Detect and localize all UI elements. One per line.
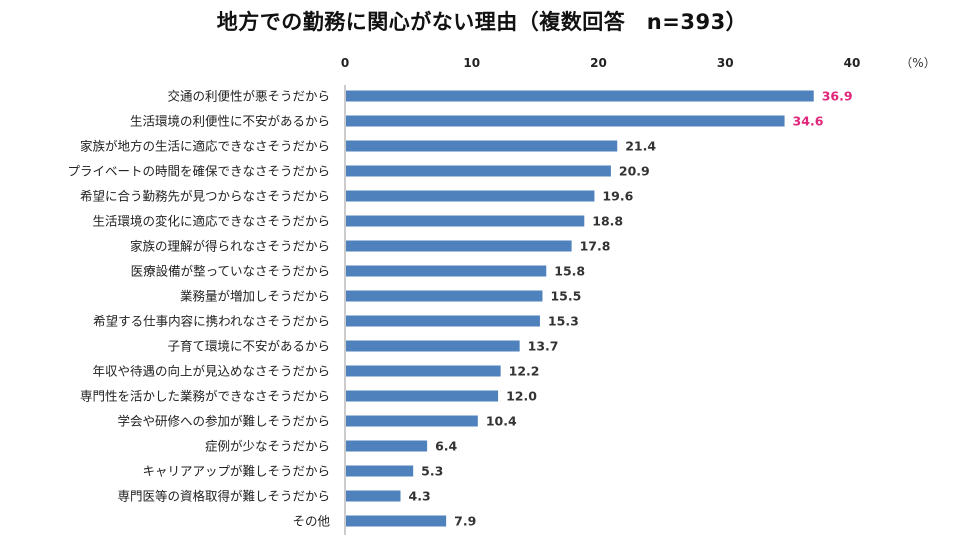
bar	[346, 315, 540, 327]
value-label: 5.3	[421, 464, 443, 479]
value-label: 17.8	[580, 239, 611, 254]
category-label: 専門性を活かした業務ができなさそうだから	[80, 389, 330, 404]
value-label: 12.2	[509, 364, 540, 379]
bar	[346, 190, 595, 202]
bar	[346, 490, 401, 502]
category-label: その他	[292, 514, 330, 529]
value-label: 6.4	[435, 439, 457, 454]
category-label: 家族が地方の生活に適応できなさそうだから	[80, 139, 330, 154]
unit-label: （%）	[900, 56, 935, 70]
bar	[346, 140, 618, 152]
x-tick-label: 20	[590, 56, 607, 70]
value-label: 19.6	[602, 189, 633, 204]
value-label: 21.4	[625, 139, 656, 154]
category-label: プライベートの時間を確保できなさそうだから	[67, 164, 330, 179]
bar	[346, 365, 501, 377]
bar	[346, 390, 499, 402]
bar	[346, 340, 520, 352]
value-label: 7.9	[454, 514, 476, 529]
category-label: 家族の理解が得られなさそうだから	[130, 239, 330, 254]
value-label: 15.5	[550, 289, 581, 304]
category-label: 学会や研修への参加が難しそうだから	[117, 414, 330, 429]
value-label: 13.7	[528, 339, 559, 354]
category-label: 症例が少なそうだから	[205, 439, 330, 454]
x-tick-label: 40	[844, 56, 861, 70]
category-label: 希望に合う勤務先が見つからなさそうだから	[80, 189, 330, 204]
chart-title: 地方での勤務に関心がない理由（複数回答 n=393）	[216, 10, 748, 34]
value-label: 12.0	[506, 389, 537, 404]
category-label: 生活環境の変化に適応できなさそうだから	[92, 214, 330, 229]
value-label: 18.8	[592, 214, 623, 229]
category-label: 交通の利便性が悪そうだから	[167, 89, 330, 104]
bar	[346, 415, 478, 427]
x-tick-label: 30	[717, 56, 734, 70]
x-tick-label: 10	[463, 56, 480, 70]
bar	[346, 265, 547, 277]
bar	[346, 240, 572, 252]
value-label: 4.3	[409, 489, 431, 504]
bar	[346, 440, 428, 452]
x-tick-label: 0	[341, 56, 349, 70]
category-label: 業務量が増加しそうだから	[180, 289, 330, 304]
category-label: キャリアアップが難しそうだから	[142, 464, 330, 479]
category-label: 希望する仕事内容に携われなさそうだから	[93, 314, 330, 329]
value-label: 34.6	[793, 114, 824, 129]
category-label: 子育て環境に不安があるから	[167, 339, 330, 354]
bar	[346, 515, 447, 527]
category-label: 専門医等の資格取得が難しそうだから	[117, 489, 330, 504]
category-label: 医療設備が整っていなさそうだから	[131, 264, 330, 279]
bar	[346, 290, 543, 302]
bar	[346, 115, 785, 127]
value-label: 36.9	[822, 89, 853, 104]
bar	[346, 465, 414, 477]
category-label: 年収や待遇の向上が見込めなさそうだから	[92, 364, 330, 379]
bar	[346, 90, 814, 102]
value-label: 10.4	[486, 414, 517, 429]
value-label: 15.8	[554, 264, 585, 279]
bar	[346, 215, 585, 227]
value-label: 15.3	[548, 314, 579, 329]
value-label: 20.9	[619, 164, 650, 179]
category-label: 生活環境の利便性に不安があるから	[130, 114, 330, 129]
bar	[346, 165, 611, 177]
